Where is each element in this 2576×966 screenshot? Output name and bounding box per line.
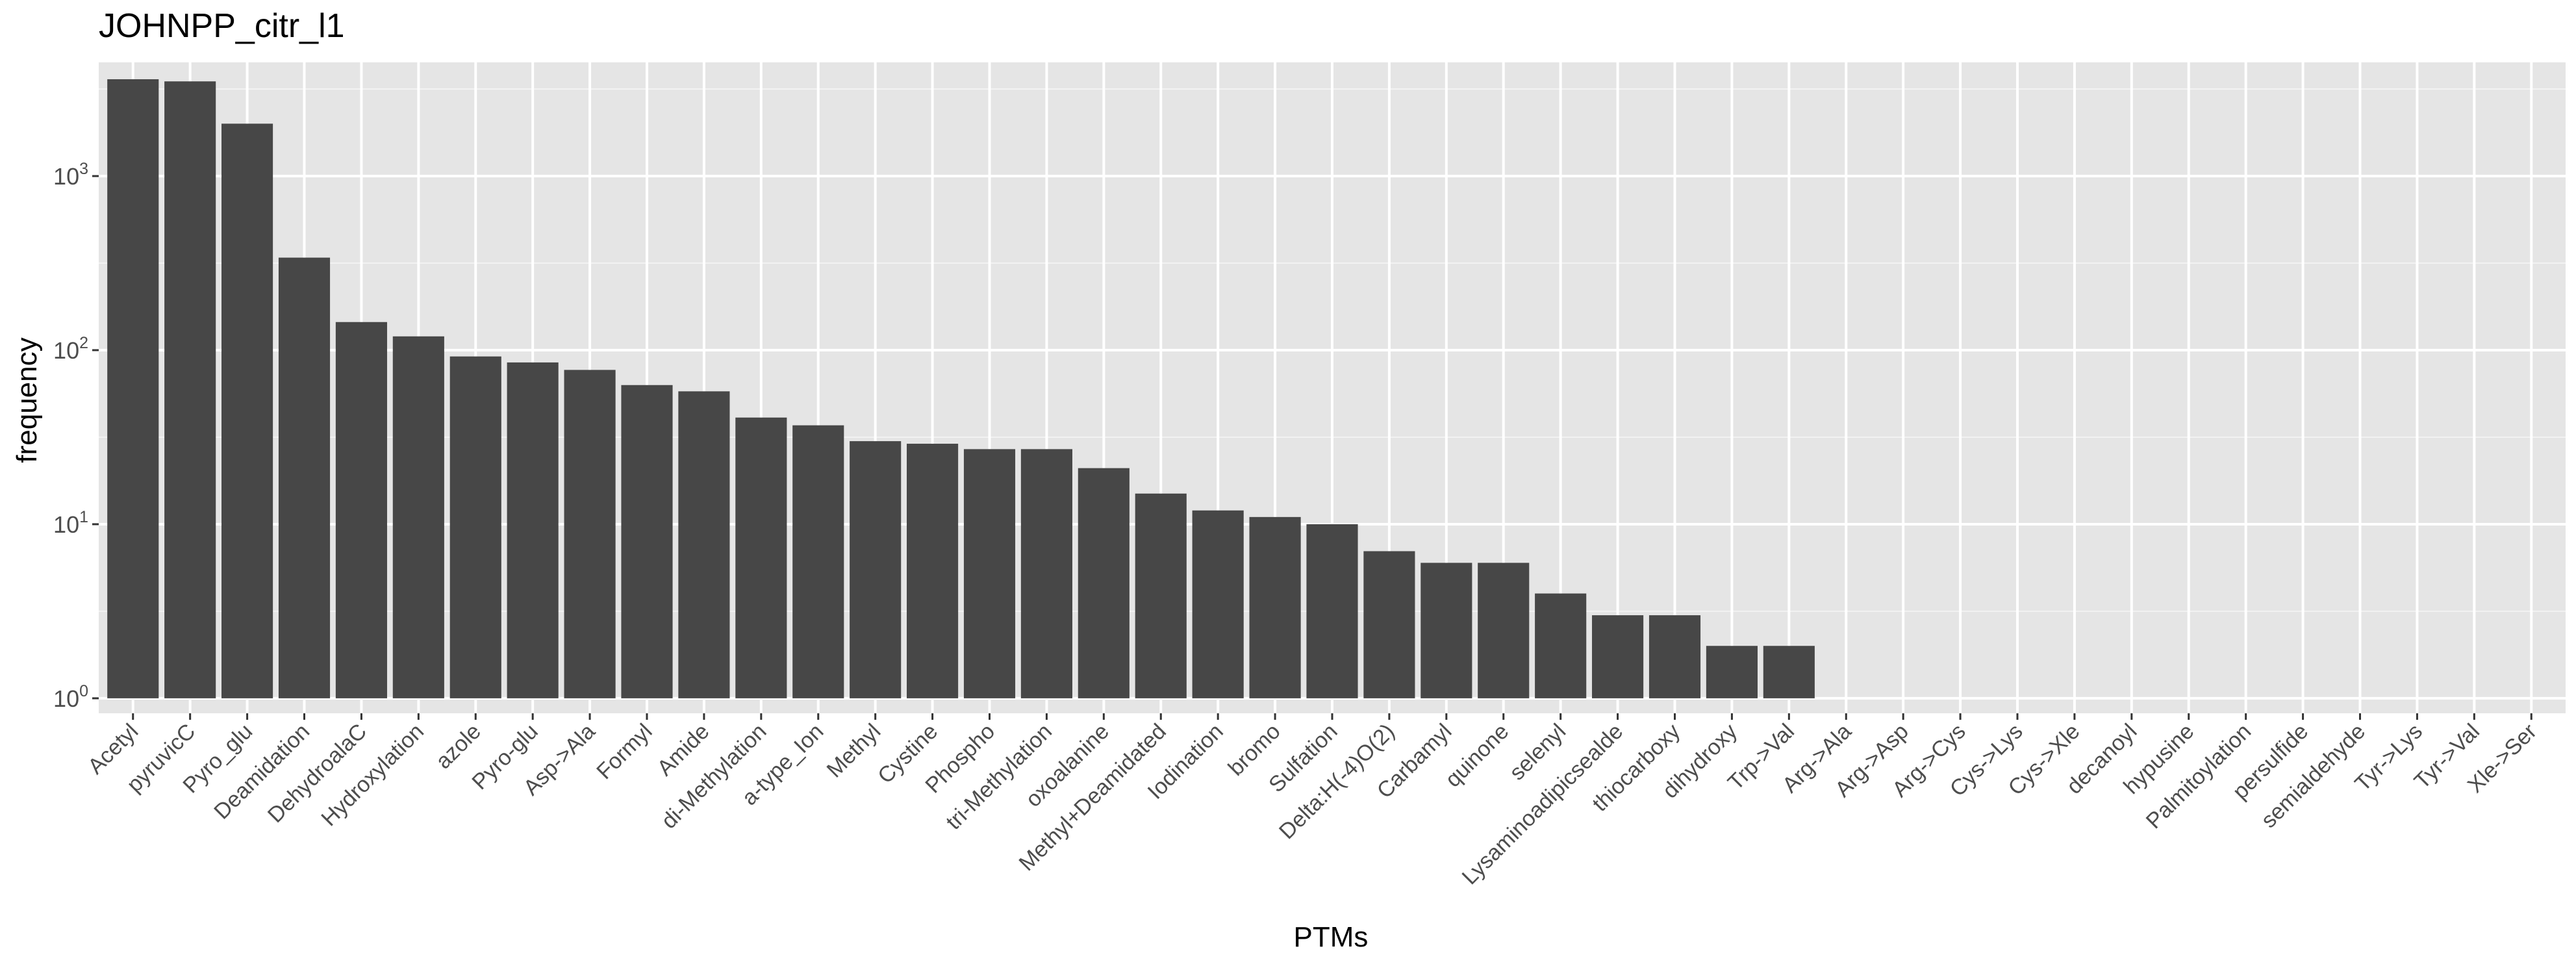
bar-25 bbox=[1535, 593, 1587, 698]
bar-29 bbox=[1763, 646, 1815, 698]
bar-9 bbox=[621, 385, 673, 698]
bars bbox=[107, 79, 1815, 698]
bar-1 bbox=[164, 81, 216, 698]
y-tick-label: 102 bbox=[53, 334, 88, 364]
x-tick-label: Hydroxylation bbox=[316, 719, 429, 832]
chart-title: JOHNPP_citr_l1 bbox=[99, 7, 345, 45]
bar-15 bbox=[963, 449, 1016, 698]
bar-21 bbox=[1306, 524, 1358, 698]
x-axis: AcetylpyruvicCPyro_gluDeamidationDehydro… bbox=[83, 713, 2542, 889]
bar-27 bbox=[1648, 615, 1701, 698]
y-axis-title: frequency bbox=[11, 337, 43, 463]
x-axis-title: PTMs bbox=[1294, 921, 1369, 953]
bar-23 bbox=[1421, 563, 1472, 698]
x-tick-label: Formyl bbox=[592, 719, 657, 784]
bar-28 bbox=[1706, 646, 1758, 698]
bar-7 bbox=[507, 362, 559, 698]
bar-14 bbox=[907, 444, 959, 698]
bar-18 bbox=[1135, 493, 1187, 698]
bar-13 bbox=[850, 441, 902, 698]
y-tick-label: 100 bbox=[53, 682, 88, 712]
bar-3 bbox=[278, 257, 331, 698]
bar-20 bbox=[1249, 516, 1301, 698]
bar-4 bbox=[335, 322, 387, 698]
y-tick-label: 103 bbox=[53, 160, 88, 190]
y-axis: 100 101 102 103 bbox=[53, 160, 99, 712]
bar-2 bbox=[221, 123, 273, 698]
y-tick-label: 101 bbox=[53, 508, 88, 538]
bar-16 bbox=[1020, 449, 1072, 698]
bar-17 bbox=[1078, 468, 1130, 698]
x-tick-label: azole bbox=[431, 719, 486, 774]
bar-0 bbox=[107, 79, 159, 698]
bar-22 bbox=[1363, 551, 1415, 698]
x-tick-label: DehydroalaC bbox=[263, 719, 372, 828]
bar-5 bbox=[392, 336, 444, 698]
bar-19 bbox=[1192, 510, 1244, 698]
bar-6 bbox=[449, 356, 501, 698]
bar-26 bbox=[1592, 615, 1644, 698]
bar-11 bbox=[735, 417, 787, 698]
bar-10 bbox=[678, 391, 730, 698]
bar-12 bbox=[792, 425, 844, 698]
bar-8 bbox=[564, 370, 616, 698]
bar-24 bbox=[1478, 563, 1530, 698]
x-tick-label: quinone bbox=[1441, 719, 1513, 792]
